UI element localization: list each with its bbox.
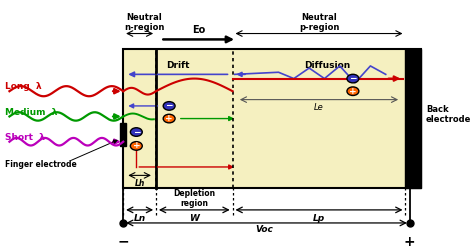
Text: −: − [165,101,173,110]
Ellipse shape [130,142,142,150]
Ellipse shape [163,114,175,123]
Text: Finger electrode: Finger electrode [5,160,77,169]
Ellipse shape [163,102,175,110]
Text: W: W [189,214,199,223]
Text: −: − [118,235,129,249]
Text: Eo: Eo [192,25,205,35]
Bar [120,123,126,146]
Text: Short  λ: Short λ [5,133,45,142]
Ellipse shape [347,74,359,83]
Text: Lp: Lp [313,214,325,223]
Text: Voc: Voc [255,226,273,235]
Text: Ln: Ln [134,214,146,223]
Text: +: + [404,235,416,249]
Text: Neutral
p-region: Neutral p-region [299,13,339,32]
Text: Neutral
n-region: Neutral n-region [124,13,164,32]
Text: Lh: Lh [135,179,145,188]
Text: −: − [133,127,140,136]
Text: Le: Le [314,103,324,112]
Text: −: − [349,74,356,83]
Text: +: + [165,114,173,123]
Text: Long  λ: Long λ [5,82,42,91]
Text: +: + [133,141,140,150]
Bar [123,49,421,188]
Ellipse shape [130,128,142,136]
Text: Diffusion: Diffusion [305,61,351,70]
Text: Depletion
region: Depletion region [173,189,215,208]
Ellipse shape [347,87,359,95]
Text: +: + [349,87,357,96]
Bar [405,49,421,188]
Text: Drift: Drift [166,61,190,70]
Text: Medium  λ: Medium λ [5,108,57,117]
Text: Back
electrode: Back electrode [426,105,471,124]
